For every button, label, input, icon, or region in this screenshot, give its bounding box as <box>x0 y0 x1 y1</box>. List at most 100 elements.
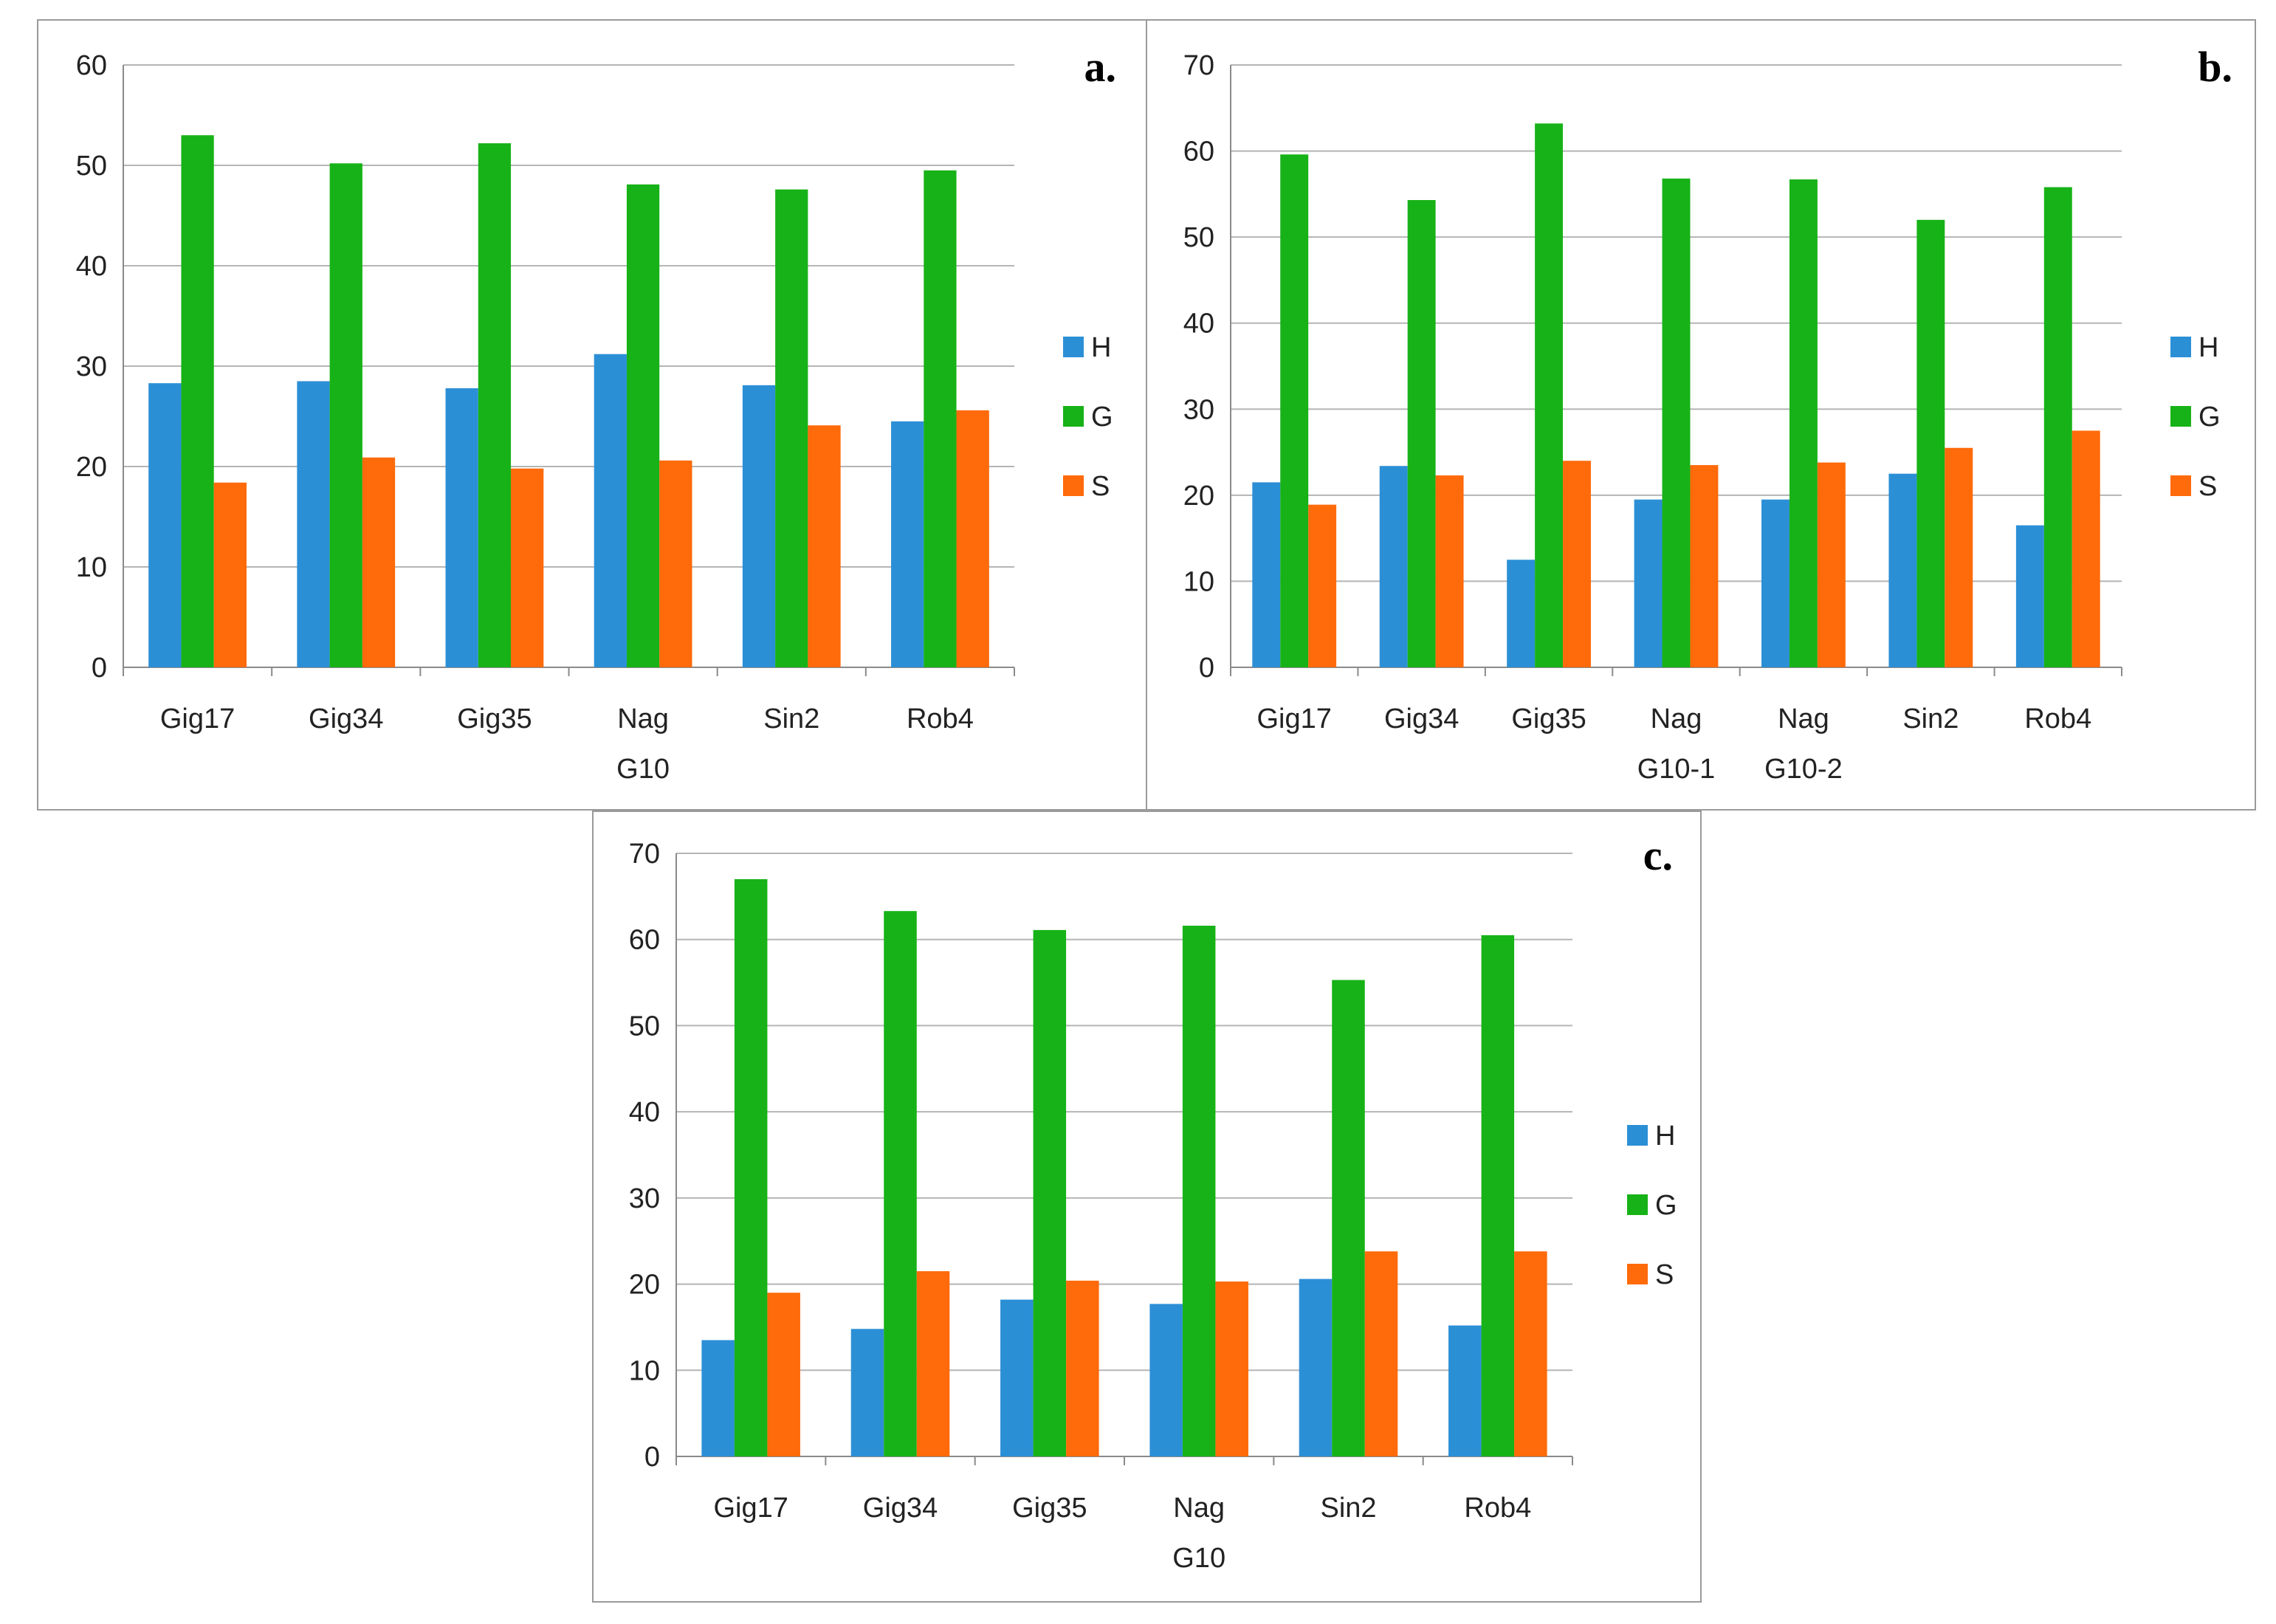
b-category-label-Gig35: Gig35 <box>1511 703 1586 734</box>
b-bar-H-Rob4 <box>2015 525 2044 667</box>
c-category-label-line: G10 <box>1172 1543 1225 1574</box>
b-legend-label-H: H <box>2198 332 2218 363</box>
a-bar-G-Rob4 <box>924 170 957 668</box>
c-legend-swatch-H <box>1627 1125 1648 1146</box>
c-bar-S-Sin2 <box>1364 1251 1398 1456</box>
b-bar-H-Nag-G10-1 <box>1634 499 1663 667</box>
b-bar-S-Nag-G10-2 <box>1817 462 1846 667</box>
a-category-label-Gig34: Gig34 <box>309 703 383 734</box>
a-category-label-line: Sin2 <box>763 703 819 734</box>
a-legend-label-G: G <box>1091 402 1113 433</box>
b-bar-S-Gig34 <box>1435 475 1464 667</box>
c-ytick-label-30: 30 <box>629 1183 660 1214</box>
c-category-label-line: Nag <box>1173 1493 1225 1524</box>
c-bar-H-Sin2 <box>1299 1279 1333 1456</box>
a-ytick-label-10: 10 <box>76 552 107 583</box>
b-ytick-label-60: 60 <box>1183 137 1214 168</box>
c-legend-swatch-S <box>1627 1264 1648 1284</box>
a-category-label-Nag-G10: Nag G10 <box>616 703 670 785</box>
c-bar-G-Nag-G10 <box>1182 926 1216 1456</box>
b-bar-G-Gig17 <box>1280 154 1309 668</box>
a-bar-H-Gig34 <box>297 381 330 667</box>
a-panel-label: a. <box>1084 43 1117 91</box>
chart-panel-c: 0 10 20 30 40 50 60 70 Gig17 Gig34 Gig35 Nag G10 Sin2… <box>592 811 1702 1603</box>
a-bar-H-Nag-G10 <box>594 354 627 667</box>
a-bar-G-Gig34 <box>329 163 362 667</box>
a-bar-H-Sin2 <box>742 385 776 667</box>
bar-chart-c: 0 10 20 30 40 50 60 70 Gig17 Gig34 Gig35 Nag G10 Sin2… <box>629 831 1677 1574</box>
b-legend-swatch-G <box>2170 406 2191 427</box>
c-legend-label-H: H <box>1655 1121 1675 1152</box>
b-bar-G-Sin2 <box>1916 219 1945 667</box>
a-legend-label-S: S <box>1091 471 1110 502</box>
b-bar-H-Gig17 <box>1252 482 1281 667</box>
c-legend-label-G: G <box>1655 1190 1677 1221</box>
b-category-label-Nag-G10-2: Nag G10-2 <box>1764 703 1843 785</box>
b-panel-label: b. <box>2198 43 2232 91</box>
a-bar-S-Nag-G10 <box>659 460 692 667</box>
a-legend-swatch-S <box>1063 475 1084 496</box>
c-bar-S-Gig35 <box>1066 1280 1099 1456</box>
a-bar-S-Rob4 <box>956 410 989 667</box>
c-category-label-line: Rob4 <box>1464 1493 1531 1524</box>
a-legend-swatch-H <box>1063 337 1084 357</box>
b-bar-G-Nag-G10-1 <box>1662 178 1691 668</box>
b-category-label-line: Nag <box>1778 703 1829 734</box>
c-category-label-Gig35: Gig35 <box>1012 1493 1087 1524</box>
b-bar-H-Nag-G10-2 <box>1761 499 1789 667</box>
b-bar-S-Gig35 <box>1563 461 1591 667</box>
b-bar-G-Gig34 <box>1407 200 1436 667</box>
a-category-label-Gig35: Gig35 <box>457 703 532 734</box>
b-category-label-line: G10-2 <box>1764 754 1843 785</box>
c-bar-G-Rob4 <box>1481 935 1515 1456</box>
a-ytick-label-30: 30 <box>76 351 107 382</box>
b-bar-H-Gig34 <box>1379 466 1408 667</box>
b-ytick-label-30: 30 <box>1183 394 1214 425</box>
a-legend-label-H: H <box>1091 332 1111 363</box>
b-bar-G-Nag-G10-2 <box>1789 179 1818 668</box>
b-category-label-line: Nag <box>1651 703 1702 734</box>
b-category-label-line: Gig34 <box>1384 703 1459 734</box>
a-bar-S-Sin2 <box>808 425 841 667</box>
c-ytick-label-50: 50 <box>629 1011 660 1042</box>
b-bar-S-Gig17 <box>1308 504 1337 667</box>
a-ytick-label-40: 40 <box>76 251 107 282</box>
a-ytick-label-0: 0 <box>92 653 107 684</box>
b-category-label-line: Sin2 <box>1902 703 1959 734</box>
a-bar-S-Gig35 <box>511 468 544 667</box>
a-bar-G-Gig17 <box>181 135 214 667</box>
a-category-label-line: G10 <box>616 754 670 785</box>
b-legend-label-S: S <box>2198 471 2217 502</box>
a-category-label-line: Gig34 <box>309 703 383 734</box>
c-bar-H-Rob4 <box>1448 1325 1482 1456</box>
b-bar-S-Sin2 <box>1945 447 1973 667</box>
c-bar-G-Gig35 <box>1033 929 1067 1456</box>
b-category-label-Gig17: Gig17 <box>1257 703 1332 734</box>
a-category-label-Rob4: Rob4 <box>907 703 974 734</box>
c-ytick-label-60: 60 <box>629 925 660 956</box>
a-bar-H-Rob4 <box>891 421 924 667</box>
a-category-label-line: Gig35 <box>457 703 532 734</box>
b-legend-swatch-H <box>2170 337 2191 357</box>
c-bar-G-Gig34 <box>884 911 917 1456</box>
b-ytick-label-40: 40 <box>1183 309 1214 340</box>
c-bar-S-Rob4 <box>1514 1251 1547 1456</box>
chart-panel-b: 0 10 20 30 40 50 60 70 Gig17 Gig34 Gig35 Nag G10-1 Na… <box>1146 19 2256 811</box>
b-ytick-label-50: 50 <box>1183 222 1214 253</box>
c-ytick-label-20: 20 <box>629 1270 660 1301</box>
a-category-label-Gig17: Gig17 <box>160 703 235 734</box>
c-bar-H-Nag-G10 <box>1149 1304 1183 1456</box>
a-legend-swatch-G <box>1063 406 1084 427</box>
c-bar-S-Nag-G10 <box>1215 1281 1248 1456</box>
c-legend-swatch-G <box>1627 1194 1648 1215</box>
b-ytick-label-0: 0 <box>1199 653 1214 684</box>
b-category-label-Nag-G10-1: Nag G10-1 <box>1637 703 1716 785</box>
c-bar-H-Gig17 <box>701 1340 735 1456</box>
b-legend-label-G: G <box>2198 402 2221 433</box>
bar-chart-a: 0 10 20 30 40 50 60 Gig17 Gig34 Gig35 Nag G10 Sin2 Ro… <box>76 43 1117 785</box>
b-category-label-Gig34: Gig34 <box>1384 703 1459 734</box>
b-legend-swatch-S <box>2170 475 2191 496</box>
c-bar-G-Sin2 <box>1332 980 1365 1456</box>
b-category-label-line: G10-1 <box>1637 754 1716 785</box>
c-category-label-line: Sin2 <box>1320 1493 1376 1524</box>
